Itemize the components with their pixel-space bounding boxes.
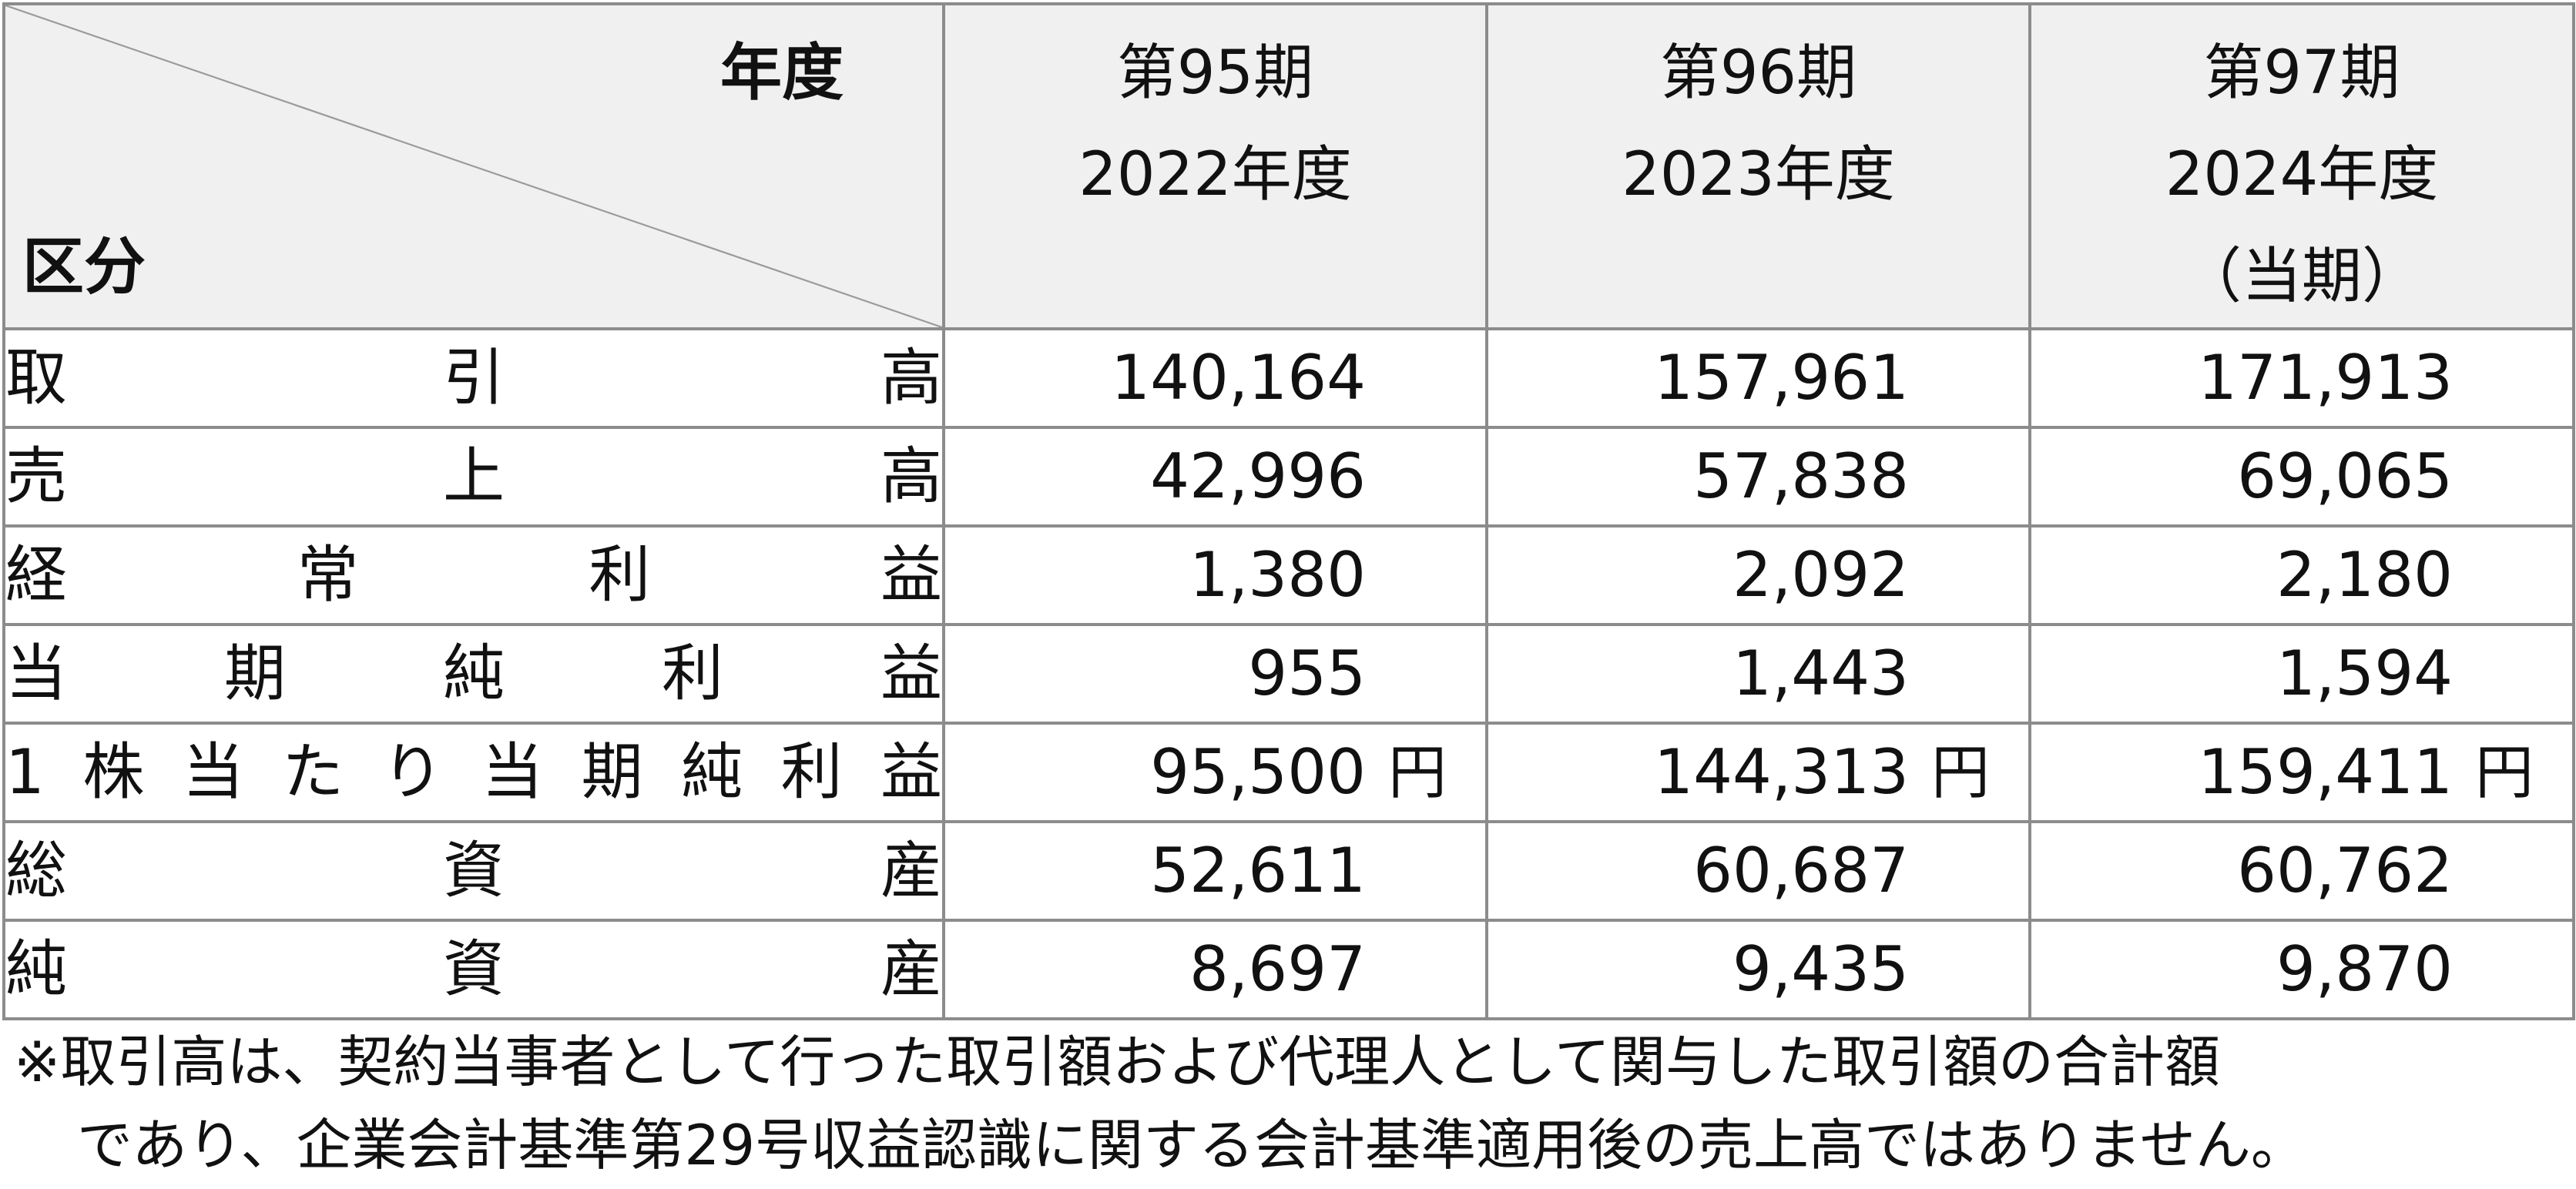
- header-period-96: 第96期 2023年度: [1485, 2, 2031, 330]
- value-96: 9,435: [1732, 933, 1909, 1005]
- value-95: 955: [1248, 638, 1366, 709]
- period-term: 第95期: [1116, 39, 1314, 108]
- value-cell: 60,687: [1485, 820, 2031, 922]
- row-label-cell: 当期純利益: [2, 623, 945, 725]
- value-cell: 2,180: [2028, 524, 2575, 626]
- table-row-eps: 1株当たり当期純利益 95,500 円 144,313 円 159,411 円: [2, 722, 2575, 823]
- value-cell: 2,092: [1485, 524, 2031, 626]
- value-cell: 1,380: [942, 524, 1488, 626]
- footnote-line-2: であり、企業会計基準第29号収益認識に関する会計基準適用後の売上高ではありません…: [77, 1113, 2306, 1177]
- value-cell: 69,065: [2028, 426, 2575, 528]
- value-95: 1,380: [1189, 539, 1366, 611]
- row-label: 総資産: [5, 835, 942, 906]
- row-label-cell: 経常利益: [2, 524, 945, 626]
- diagonal-divider: [7, 7, 941, 326]
- value-cell: 42,996: [942, 426, 1488, 528]
- table-row-ordinary-profit: 経常利益 1,380 2,092 2,180: [2, 524, 2575, 626]
- corner-label-year: 年度: [720, 37, 844, 109]
- table-row-transactions: 取引高 140,164 157,961 171,913: [2, 327, 2575, 429]
- table-header-row: 年度 区分 第95期 2022年度 第96期 2023年度 第97期 2024年…: [2, 2, 2575, 330]
- period-year: 2023年度: [1622, 140, 1895, 209]
- period-year: 2022年度: [1078, 140, 1352, 209]
- footnote: ※取引高は、契約当事者として行った取引額および代理人として関与した取引額の合計額…: [14, 1020, 2306, 1187]
- header-corner-cell: 年度 区分: [2, 2, 945, 330]
- row-label-cell: 売上高: [2, 426, 945, 528]
- value-96: 144,313: [1654, 736, 1909, 808]
- footnote-line-1: ※取引高は、契約当事者として行った取引額および代理人として関与した取引額の合計額: [14, 1030, 2221, 1094]
- row-label-cell: 取引高: [2, 327, 945, 429]
- period-year: 2024年度: [2165, 140, 2439, 209]
- financial-summary-table-wrapper: 年度 区分 第95期 2022年度 第96期 2023年度 第97期 2024年…: [2, 2, 2575, 1020]
- header-period-95: 第95期 2022年度: [942, 2, 1488, 330]
- financial-summary-table: 年度 区分 第95期 2022年度 第96期 2023年度 第97期 2024年…: [2, 2, 2575, 1020]
- value-96: 57,838: [1693, 440, 1909, 512]
- row-label: 取引高: [5, 342, 942, 414]
- row-label-cell: 1株当たり当期純利益: [2, 722, 945, 823]
- value-cell: 57,838: [1485, 426, 2031, 528]
- table-row-net-income: 当期純利益 955 1,443 1,594: [2, 623, 2575, 725]
- value-cell: 1,443: [1485, 623, 2031, 725]
- row-label: 経常利益: [5, 539, 942, 611]
- table-row-sales: 売上高 42,996 57,838 69,065: [2, 426, 2575, 528]
- value-cell: 144,313 円: [1485, 722, 2031, 823]
- row-label-cell: 総資産: [2, 820, 945, 922]
- value-cell: 9,435: [1485, 919, 2031, 1020]
- value-95: 8,697: [1189, 933, 1366, 1005]
- value-97: 9,870: [2276, 933, 2453, 1005]
- value-cell: 9,870: [2028, 919, 2575, 1020]
- corner-label-category: 区分: [22, 231, 146, 303]
- row-label: 当期純利益: [5, 638, 942, 709]
- table-row-net-assets: 純資産 8,697 9,435 9,870: [2, 919, 2575, 1020]
- value-97: 69,065: [2237, 440, 2453, 512]
- value-95: 52,611: [1150, 835, 1366, 906]
- period-current-note: （当期）: [2181, 242, 2422, 311]
- value-95: 42,996: [1150, 440, 1366, 512]
- value-cell: 140,164: [942, 327, 1488, 429]
- value-97: 2,180: [2276, 539, 2453, 611]
- value-95: 140,164: [1111, 342, 1366, 414]
- value-cell: 171,913: [2028, 327, 2575, 429]
- table-row-total-assets: 総資産 52,611 60,687 60,762: [2, 820, 2575, 922]
- value-97: 171,913: [2198, 342, 2453, 414]
- row-label: 1株当たり当期純利益: [5, 736, 942, 808]
- row-label-cell: 純資産: [2, 919, 945, 1020]
- value-96: 2,092: [1732, 539, 1909, 611]
- value-cell: 52,611: [942, 820, 1488, 922]
- value-96: 157,961: [1654, 342, 1909, 414]
- value-cell: 60,762: [2028, 820, 2575, 922]
- value-cell: 157,961: [1485, 327, 2031, 429]
- header-period-97: 第97期 2024年度 （当期）: [2028, 2, 2575, 330]
- value-cell: 159,411 円: [2028, 722, 2575, 823]
- value-cell: 8,697: [942, 919, 1488, 1020]
- value-95: 95,500: [1150, 736, 1366, 808]
- value-cell: 955: [942, 623, 1488, 725]
- unit-yen: 円: [2475, 738, 2534, 807]
- period-term: 第96期: [1659, 39, 1857, 108]
- row-label: 売上高: [5, 440, 942, 512]
- value-97: 60,762: [2237, 835, 2453, 906]
- unit-yen: 円: [1931, 738, 1990, 807]
- value-cell: 1,594: [2028, 623, 2575, 725]
- row-label: 純資産: [5, 933, 942, 1005]
- value-96: 1,443: [1732, 638, 1909, 709]
- value-cell: 95,500 円: [942, 722, 1488, 823]
- value-97: 159,411: [2198, 736, 2453, 808]
- value-96: 60,687: [1693, 835, 1909, 906]
- unit-yen: 円: [1388, 738, 1447, 807]
- period-term: 第97期: [2203, 39, 2400, 108]
- value-97: 1,594: [2276, 638, 2453, 709]
